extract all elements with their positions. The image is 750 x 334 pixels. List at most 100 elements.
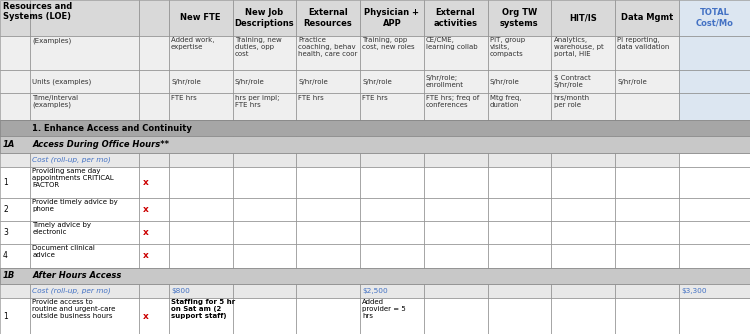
Bar xyxy=(488,298,551,334)
Bar xyxy=(232,153,296,167)
Bar xyxy=(169,298,232,334)
Text: $ Contract
S/hr/role: $ Contract S/hr/role xyxy=(554,75,590,88)
Text: x: x xyxy=(143,178,149,187)
Bar xyxy=(0,0,30,36)
Text: Training, opp
cost, new roles: Training, opp cost, new roles xyxy=(362,37,415,50)
Text: Document clinical
advice: Document clinical advice xyxy=(32,245,95,258)
Bar xyxy=(551,221,615,244)
Bar xyxy=(551,284,615,298)
Bar xyxy=(360,284,424,298)
Bar xyxy=(296,120,360,137)
Bar xyxy=(0,167,30,197)
Bar xyxy=(488,94,551,120)
Bar xyxy=(424,153,488,167)
Bar xyxy=(360,0,424,36)
Bar xyxy=(551,0,615,36)
Text: Resources and
Systems (LOE): Resources and Systems (LOE) xyxy=(3,2,72,21)
Bar xyxy=(296,70,360,94)
Bar xyxy=(139,137,169,153)
Text: 2: 2 xyxy=(3,205,8,214)
Text: 3: 3 xyxy=(3,228,8,237)
Bar xyxy=(139,298,169,334)
Bar xyxy=(679,284,750,298)
Text: External
activities: External activities xyxy=(433,8,478,28)
Text: $3,300: $3,300 xyxy=(681,288,706,294)
Bar xyxy=(232,0,296,36)
Bar xyxy=(139,167,169,197)
Bar xyxy=(424,120,488,137)
Text: Staffing for 5 hr
on Sat am (2
support staff): Staffing for 5 hr on Sat am (2 support s… xyxy=(171,299,236,319)
Bar xyxy=(679,284,750,298)
Bar xyxy=(0,284,30,298)
Bar xyxy=(0,298,30,334)
Bar xyxy=(169,70,232,94)
Bar xyxy=(0,221,30,244)
Bar xyxy=(232,137,296,153)
Bar xyxy=(169,137,232,153)
Bar xyxy=(169,36,232,70)
Bar xyxy=(169,284,232,298)
Bar xyxy=(169,167,232,197)
Bar xyxy=(30,221,139,244)
Bar xyxy=(488,221,551,244)
Bar xyxy=(232,284,296,298)
Bar xyxy=(139,284,169,298)
Bar xyxy=(615,153,679,167)
Bar xyxy=(360,153,424,167)
Text: S/hr/role: S/hr/role xyxy=(362,79,392,85)
Text: HIT/IS: HIT/IS xyxy=(569,13,597,22)
Bar xyxy=(679,94,750,120)
Bar xyxy=(30,167,139,197)
Text: S/hr/role: S/hr/role xyxy=(171,79,201,85)
Bar xyxy=(0,120,750,137)
Bar xyxy=(0,197,30,221)
Bar xyxy=(30,70,139,94)
Bar xyxy=(551,298,615,334)
Bar xyxy=(615,0,679,36)
Bar xyxy=(488,284,551,298)
Bar xyxy=(551,167,615,197)
Bar xyxy=(551,94,615,120)
Bar xyxy=(232,70,296,94)
Bar xyxy=(615,284,679,298)
Bar xyxy=(488,244,551,268)
Bar xyxy=(139,36,169,70)
Bar xyxy=(488,167,551,197)
Bar xyxy=(360,244,424,268)
Text: Added work,
expertise: Added work, expertise xyxy=(171,37,214,50)
Text: Time/interval
(examples): Time/interval (examples) xyxy=(32,95,78,108)
Bar xyxy=(424,244,488,268)
Bar xyxy=(232,298,296,334)
Bar xyxy=(296,137,360,153)
Text: S/hr/role;
enrollment: S/hr/role; enrollment xyxy=(426,75,464,88)
Text: Training, new
duties, opp
cost: Training, new duties, opp cost xyxy=(235,37,281,57)
Bar xyxy=(488,197,551,221)
Bar xyxy=(169,153,232,167)
Bar xyxy=(551,137,615,153)
Text: x: x xyxy=(143,228,149,237)
Bar xyxy=(30,94,139,120)
Bar xyxy=(139,120,169,137)
Bar xyxy=(424,197,488,221)
Text: FTE hrs: FTE hrs xyxy=(362,95,388,101)
Bar xyxy=(488,36,551,70)
Text: S/hr/role: S/hr/role xyxy=(235,79,265,85)
Bar xyxy=(679,298,750,334)
Bar xyxy=(0,120,30,137)
Bar xyxy=(679,221,750,244)
Bar xyxy=(30,0,139,36)
Bar xyxy=(615,221,679,244)
Bar xyxy=(488,153,551,167)
Bar xyxy=(0,137,750,153)
Bar xyxy=(360,298,424,334)
Bar xyxy=(139,70,169,94)
Bar xyxy=(296,153,360,167)
Bar xyxy=(360,197,424,221)
Bar xyxy=(30,137,139,153)
Text: 1A: 1A xyxy=(2,140,15,149)
Bar xyxy=(679,137,750,153)
Bar xyxy=(0,153,30,167)
Text: x: x xyxy=(143,252,149,261)
Text: Added
provider = 5
hrs: Added provider = 5 hrs xyxy=(362,299,406,319)
Bar xyxy=(424,94,488,120)
